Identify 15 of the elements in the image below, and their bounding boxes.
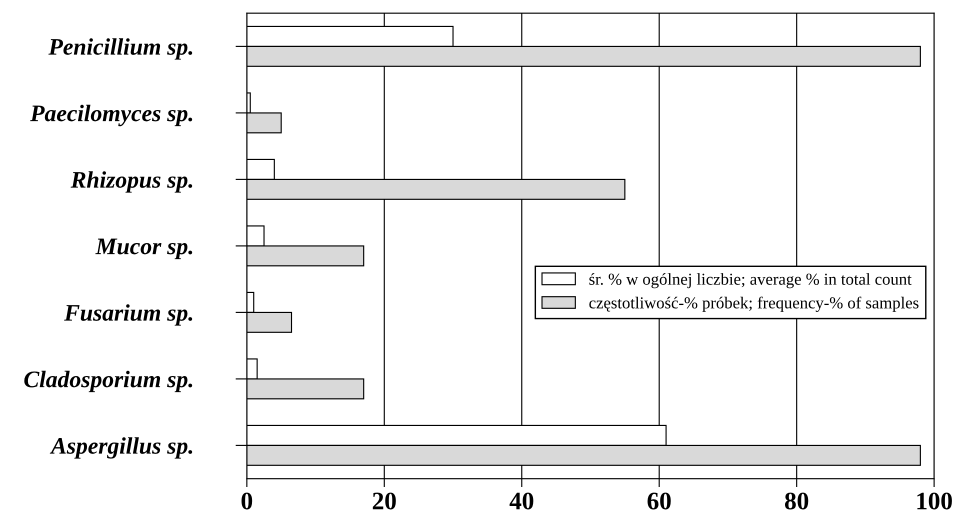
y-tick-label: Penicillium sp. xyxy=(48,38,192,60)
x-tick-label: 80 xyxy=(784,492,808,510)
y-tick-label: Paecilomyces sp. xyxy=(30,104,192,126)
y-tick-label: Aspergillus sp. xyxy=(50,437,192,459)
y-tick-label: Mucor sp. xyxy=(95,238,192,260)
y-tick-label: Rhizopus sp. xyxy=(70,171,192,193)
y-tick-label: Fusarium sp. xyxy=(64,304,192,326)
x-tick-label: 40 xyxy=(510,492,534,510)
legend-label: śr. % w ogólnej liczbie; average % in total count xyxy=(589,273,912,288)
x-tick-label: 60 xyxy=(648,492,671,510)
x-tick-label: 100 xyxy=(917,492,952,510)
y-tick-label: Cladosporium sp. xyxy=(24,370,192,392)
legend-label: częstotliwość-% próbek; frequency-% of samples xyxy=(589,296,919,312)
x-tick-label: 0 xyxy=(242,492,252,510)
x-tick-label: 20 xyxy=(372,492,396,510)
